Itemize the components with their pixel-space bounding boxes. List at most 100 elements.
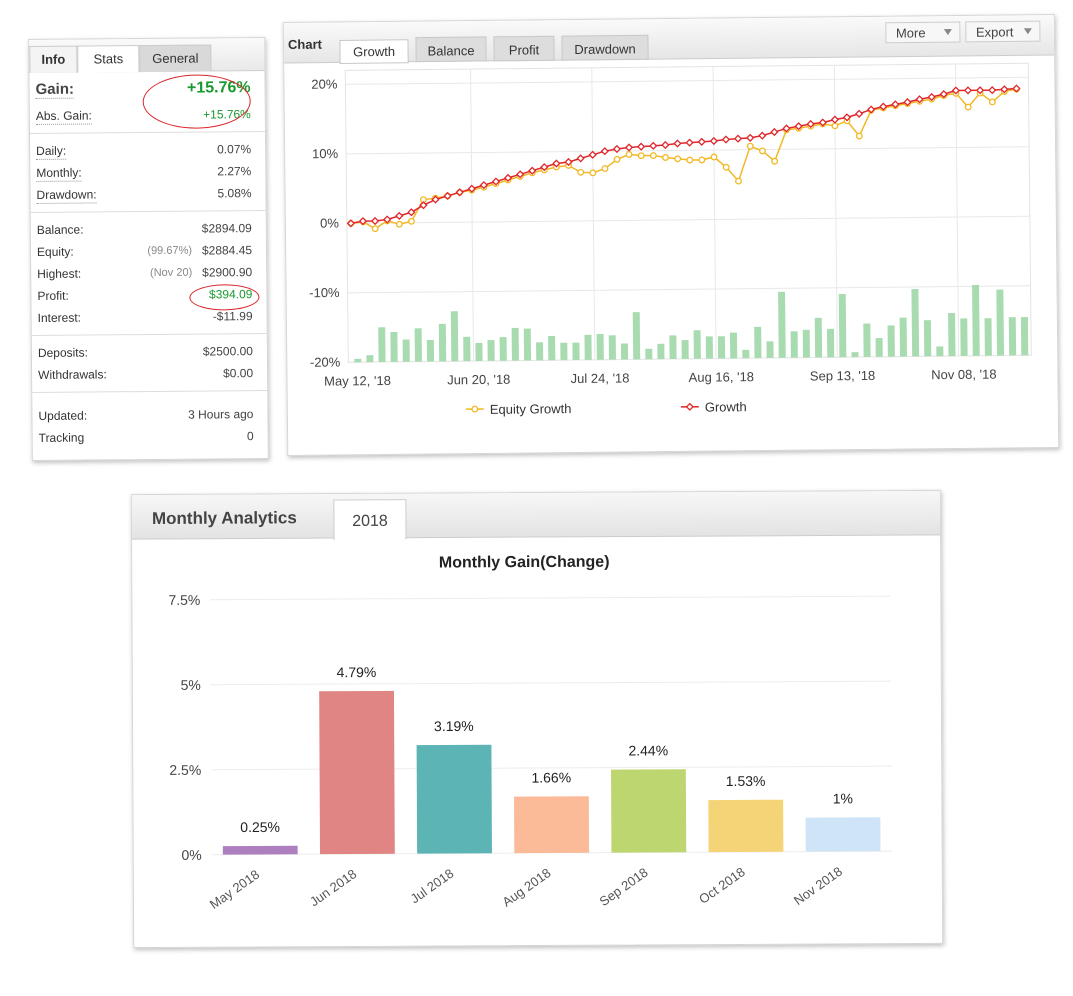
point bbox=[733, 134, 743, 143]
point bbox=[588, 150, 597, 159]
point bbox=[686, 156, 694, 164]
stats-section: Daily: 0.07% Monthly: 2.27% Drawdown: 5.08% bbox=[29, 130, 266, 213]
stats-row: Drawdown: 5.08% bbox=[36, 182, 252, 206]
bar bbox=[414, 328, 422, 362]
bar bbox=[608, 335, 616, 360]
stats-section: Deposits: $2500.00 Withdrawals: $0.00 bbox=[31, 332, 268, 393]
stat-value: $2894.09 bbox=[201, 221, 252, 236]
tab[interactable]: General bbox=[139, 44, 212, 73]
point bbox=[662, 154, 669, 161]
bar bbox=[693, 330, 701, 359]
dropdown-arrow bbox=[943, 29, 952, 36]
point bbox=[589, 169, 597, 177]
tab-label[interactable]: Drawdown bbox=[574, 41, 636, 57]
tab[interactable] bbox=[561, 34, 649, 61]
bar bbox=[319, 690, 395, 855]
stat-value: 0.07% bbox=[217, 142, 252, 157]
point bbox=[1012, 84, 1021, 93]
stat-value: 3 Hours ago bbox=[188, 407, 254, 422]
point bbox=[867, 105, 876, 114]
grid-line bbox=[833, 65, 838, 358]
bar bbox=[487, 340, 495, 361]
panel-label: Chart bbox=[288, 37, 323, 52]
button-label[interactable]: More bbox=[896, 25, 926, 40]
legend-label[interactable]: Equity Growth bbox=[490, 401, 572, 417]
point bbox=[395, 220, 403, 228]
point bbox=[408, 217, 415, 225]
tab-label[interactable]: 2018 bbox=[352, 513, 388, 530]
point bbox=[722, 163, 730, 171]
x-tick-label: Aug 16, '18 bbox=[689, 369, 755, 385]
grid-line bbox=[345, 76, 1029, 85]
grid-line bbox=[210, 595, 891, 601]
dropdown-arrow bbox=[1023, 28, 1032, 35]
tab-label[interactable]: Profit bbox=[509, 42, 540, 57]
x-tick-label: Jul 24, '18 bbox=[571, 370, 630, 386]
button-label[interactable]: Export bbox=[976, 24, 1014, 39]
tab[interactable]: Stats bbox=[77, 45, 140, 73]
bar bbox=[681, 340, 689, 359]
point bbox=[577, 168, 585, 176]
button[interactable] bbox=[885, 21, 961, 44]
grid-line bbox=[955, 64, 960, 356]
tab-label[interactable]: Balance bbox=[427, 43, 474, 58]
tab[interactable] bbox=[493, 35, 555, 62]
point bbox=[685, 402, 694, 411]
growth-chart: Chart Growth Balance Profit Drawdown More Exp… bbox=[283, 14, 1055, 417]
bar bbox=[814, 317, 823, 358]
y-tick-label: 2.5% bbox=[169, 762, 201, 778]
bar bbox=[596, 333, 604, 360]
point bbox=[721, 135, 731, 144]
stat-note: (99.67%) bbox=[147, 244, 193, 258]
point bbox=[735, 177, 742, 185]
tab[interactable] bbox=[415, 36, 487, 63]
bar bbox=[729, 332, 738, 359]
stats-row: Updated: 3 Hours ago bbox=[38, 403, 253, 427]
point bbox=[540, 162, 549, 172]
bar bbox=[378, 327, 386, 363]
tab[interactable]: Info bbox=[29, 45, 78, 74]
x-tick-label: Nov 2018 bbox=[791, 864, 845, 908]
stats-section: Updated: 3 Hours ago Tracking 0 bbox=[32, 389, 268, 456]
tab-label[interactable]: Growth bbox=[353, 44, 395, 59]
bar bbox=[790, 331, 798, 358]
point bbox=[383, 215, 392, 224]
bar bbox=[463, 336, 471, 362]
stats-section: Balance: $2894.09 Equity: (99.67%) $2884.45 H… bbox=[30, 209, 267, 336]
bar bbox=[390, 331, 398, 362]
point bbox=[697, 137, 706, 146]
point bbox=[758, 131, 767, 140]
stat-value: $0.00 bbox=[222, 366, 254, 381]
stat-note: (Nov 20) bbox=[149, 266, 193, 279]
bar bbox=[972, 284, 980, 356]
bar bbox=[438, 323, 447, 362]
y-tick-label: -10% bbox=[309, 285, 340, 300]
bar bbox=[222, 845, 298, 855]
tab[interactable] bbox=[339, 39, 409, 64]
point bbox=[988, 86, 997, 95]
tab-bar: Info Stats General bbox=[29, 37, 265, 74]
stats-row: Withdrawals: $0.00 bbox=[38, 362, 253, 386]
stat-label: Withdrawals: bbox=[38, 367, 107, 382]
stats-row: Highest: (Nov 20) $2900.90 bbox=[37, 261, 252, 285]
stat-label: Tracking bbox=[38, 430, 85, 445]
point bbox=[771, 157, 779, 165]
grid-line bbox=[591, 67, 596, 360]
bar bbox=[960, 318, 968, 356]
point bbox=[988, 98, 996, 106]
bar bbox=[366, 355, 374, 363]
x-tick-label: Jun 20, '18 bbox=[447, 372, 510, 388]
bar bbox=[511, 327, 519, 361]
point bbox=[709, 136, 718, 146]
x-tick-label: May 12, '18 bbox=[324, 373, 391, 389]
legend-label[interactable]: Growth bbox=[705, 399, 747, 414]
point bbox=[759, 147, 766, 155]
stat-label: Gain: bbox=[35, 80, 75, 99]
bar bbox=[620, 343, 629, 360]
bar bbox=[548, 335, 556, 361]
point bbox=[770, 127, 779, 137]
stats-list: Gain: +15.76% Abs. Gain: +15.76% Daily: 0.07%… bbox=[29, 71, 268, 456]
point bbox=[431, 195, 440, 204]
button[interactable] bbox=[965, 20, 1041, 43]
